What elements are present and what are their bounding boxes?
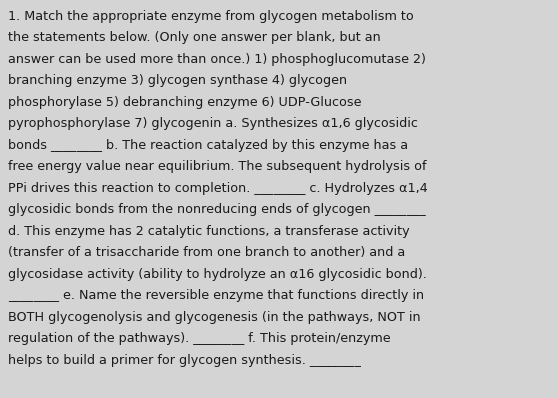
Text: the statements below. (Only one answer per blank, but an: the statements below. (Only one answer p… bbox=[8, 31, 381, 45]
Text: branching enzyme 3) glycogen synthase 4) glycogen: branching enzyme 3) glycogen synthase 4)… bbox=[8, 74, 348, 88]
Text: (transfer of a trisaccharide from one branch to another) and a: (transfer of a trisaccharide from one br… bbox=[8, 246, 406, 259]
Text: d. This enzyme has 2 catalytic functions, a transferase activity: d. This enzyme has 2 catalytic functions… bbox=[8, 225, 410, 238]
Text: helps to build a primer for glycogen synthesis. ________: helps to build a primer for glycogen syn… bbox=[8, 354, 361, 367]
Text: 1. Match the appropriate enzyme from glycogen metabolism to: 1. Match the appropriate enzyme from gly… bbox=[8, 10, 414, 23]
Text: free energy value near equilibrium. The subsequent hydrolysis of: free energy value near equilibrium. The … bbox=[8, 160, 427, 174]
Text: BOTH glycogenolysis and glycogenesis (in the pathways, NOT in: BOTH glycogenolysis and glycogenesis (in… bbox=[8, 311, 421, 324]
Text: glycosidase activity (ability to hydrolyze an α16 glycosidic bond).: glycosidase activity (ability to hydroly… bbox=[8, 268, 427, 281]
Text: regulation of the pathways). ________ f. This protein/enzyme: regulation of the pathways). ________ f.… bbox=[8, 332, 391, 345]
Text: glycosidic bonds from the nonreducing ends of glycogen ________: glycosidic bonds from the nonreducing en… bbox=[8, 203, 426, 217]
Text: bonds ________ b. The reaction catalyzed by this enzyme has a: bonds ________ b. The reaction catalyzed… bbox=[8, 139, 408, 152]
Text: pyrophosphorylase 7) glycogenin a. Synthesizes α1,6 glycosidic: pyrophosphorylase 7) glycogenin a. Synth… bbox=[8, 117, 418, 131]
Text: ________ e. Name the reversible enzyme that functions directly in: ________ e. Name the reversible enzyme t… bbox=[8, 289, 425, 302]
Text: PPi drives this reaction to completion. ________ c. Hydrolyzes α1,4: PPi drives this reaction to completion. … bbox=[8, 182, 428, 195]
Text: answer can be used more than once.) 1) phosphoglucomutase 2): answer can be used more than once.) 1) p… bbox=[8, 53, 426, 66]
Text: phosphorylase 5) debranching enzyme 6) UDP-Glucose: phosphorylase 5) debranching enzyme 6) U… bbox=[8, 96, 362, 109]
